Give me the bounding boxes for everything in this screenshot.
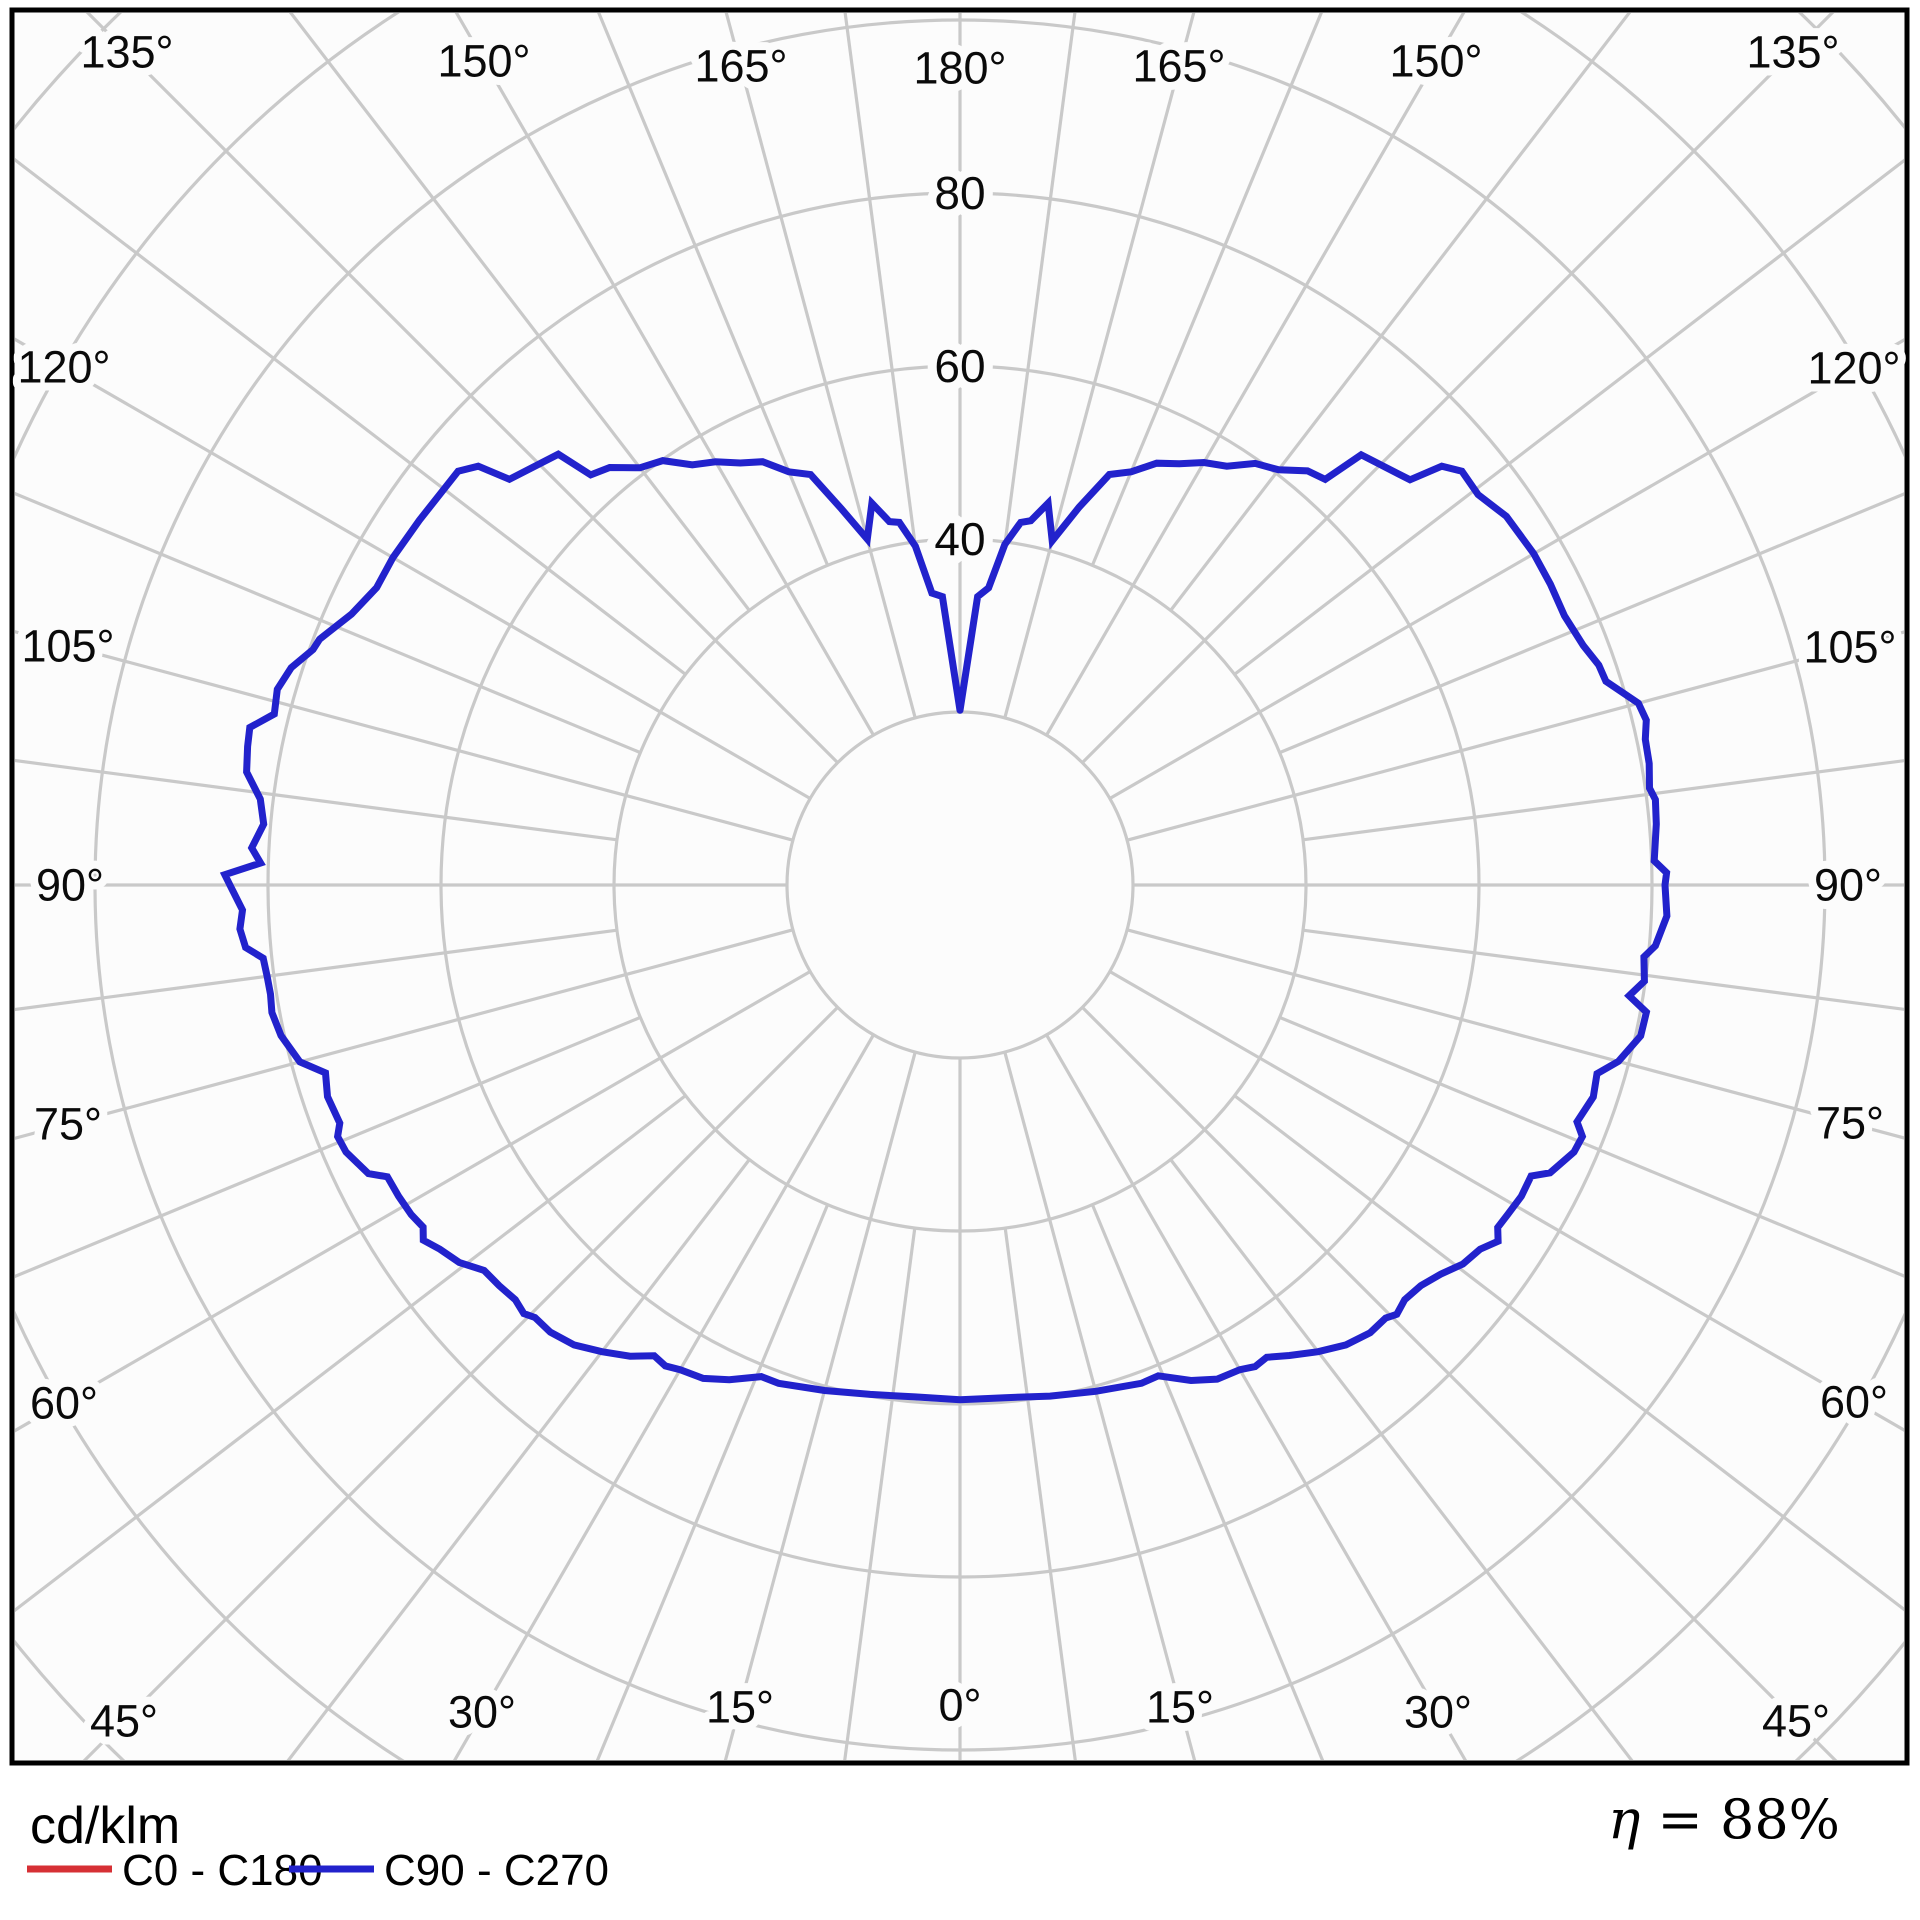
angle-label-30-right: 30° [1404, 1687, 1472, 1738]
grid-minor-spoke-157.5 [1090, 13, 1323, 566]
angle-label-60-left: 60° [30, 1378, 98, 1429]
grid-minor-spoke-322.5 [286, 1158, 751, 1760]
grid-spoke-285 [15, 928, 794, 1140]
grid-spoke-345 [723, 1051, 917, 1760]
grid-spoke-255 [15, 630, 794, 842]
angle-label-15-left: 15° [706, 1682, 774, 1733]
efficiency-value: = 88% [1640, 1788, 1840, 1851]
grid-spoke-300 [15, 970, 811, 1433]
angle-label-120-right: 120° [1807, 343, 1900, 394]
grid-minor-spoke-52.5 [1233, 1094, 1904, 1612]
efficiency-label: η = 88% [1608, 1788, 1840, 1851]
angle-label-45-left: 45° [90, 1696, 158, 1747]
angle-label-45-right: 45° [1762, 1696, 1830, 1747]
grid-minor-spoke-217.5 [288, 13, 751, 612]
ring-label-80: 80 [934, 167, 985, 219]
legend: C0 - C180 C90 - C270 [27, 1846, 609, 1895]
grid-minor-spoke-127.5 [1233, 158, 1904, 676]
efficiency-eta: η [1608, 1788, 1640, 1851]
grid-spoke-150 [1045, 13, 1466, 736]
grid-spoke-165 [1003, 13, 1196, 719]
angle-label-165-right: 165° [1132, 41, 1225, 92]
grid-spoke-105 [1126, 630, 1904, 842]
angle-label-75-left: 75° [34, 1099, 102, 1150]
angle-label-60-right: 60° [1820, 1377, 1888, 1428]
angle-label-30-left: 30° [448, 1687, 516, 1738]
grid-spoke-195 [724, 13, 917, 719]
grid-minor-spoke-37.5 [1169, 1158, 1634, 1760]
grid-minor-spoke-142.5 [1169, 13, 1632, 612]
angle-label-120-left: 120° [17, 342, 110, 393]
curve-c90-c270 [219, 450, 1671, 1404]
angle-label-105-left: 105° [21, 621, 114, 672]
angle-label-150-left: 150° [437, 36, 530, 87]
ring-value-labels: 40 60 80 [925, 158, 994, 574]
grid-minor-spoke-67.5 [1279, 1015, 1904, 1278]
angle-label-75-right: 75° [1816, 1098, 1884, 1149]
grid-spoke-135 [1081, 13, 1835, 764]
ring-label-60: 60 [934, 340, 985, 392]
grid-minor-spoke-172.5 [1003, 13, 1077, 543]
grid-minor-spoke-232.5 [15, 157, 687, 676]
angle-label-0-right: 0° [938, 1680, 981, 1731]
legend-label-c90-c270: C90 - C270 [384, 1846, 609, 1895]
grid-spoke-210 [454, 13, 875, 736]
grid-spoke-60 [1109, 970, 1904, 1432]
grid-spoke-75 [1126, 928, 1904, 1140]
angle-labels: 0° 15° 15° 30° 30° 45° 45° 60° 60° 75° 75° 90° 90° 10… [9, 19, 1908, 1755]
grid-spoke-225 [85, 13, 839, 764]
angle-label-150-right: 150° [1389, 36, 1482, 87]
angle-label-15-right: 15° [1146, 1682, 1214, 1733]
grid-minor-spoke-352.5 [843, 1227, 917, 1760]
units-label: cd/klm [30, 1797, 180, 1855]
grid-spoke-315 [82, 1006, 839, 1760]
grid-minor-spoke-97.5 [1302, 759, 1904, 842]
angle-label-135-left: 135° [80, 27, 173, 78]
grid-minor-spoke-292.5 [15, 1015, 641, 1279]
angle-label-105-right: 105° [1803, 622, 1896, 673]
grid-minor-spoke-112.5 [1279, 492, 1904, 755]
grid-minor-spoke-307.5 [15, 1094, 687, 1613]
grid-minor-spoke-7.5 [1003, 1227, 1077, 1760]
grid-spoke-30 [1045, 1034, 1468, 1760]
grid-minor-spoke-277.5 [15, 928, 618, 1012]
angle-label-135-right: 135° [1746, 27, 1839, 78]
grid-spoke-15 [1003, 1051, 1197, 1760]
angle-label-165-left: 165° [694, 41, 787, 92]
grid-minor-spoke-82.5 [1302, 928, 1904, 1011]
grid-spoke-45 [1081, 1006, 1838, 1760]
grid-spoke-330 [452, 1034, 875, 1760]
grid-minor-spoke-187.5 [843, 13, 917, 543]
angle-label-90-left: 90° [36, 860, 104, 911]
angle-label-90-right: 90° [1814, 860, 1882, 911]
grid-spoke-240 [15, 337, 811, 800]
ring-label-40: 40 [934, 513, 985, 565]
grid-minor-spoke-262.5 [15, 758, 618, 842]
grid-minor-spoke-247.5 [15, 491, 641, 755]
grid-minor-spoke-202.5 [597, 13, 830, 566]
angle-label-180-right: 180° [913, 43, 1006, 94]
grid-spoke-120 [1109, 338, 1904, 800]
